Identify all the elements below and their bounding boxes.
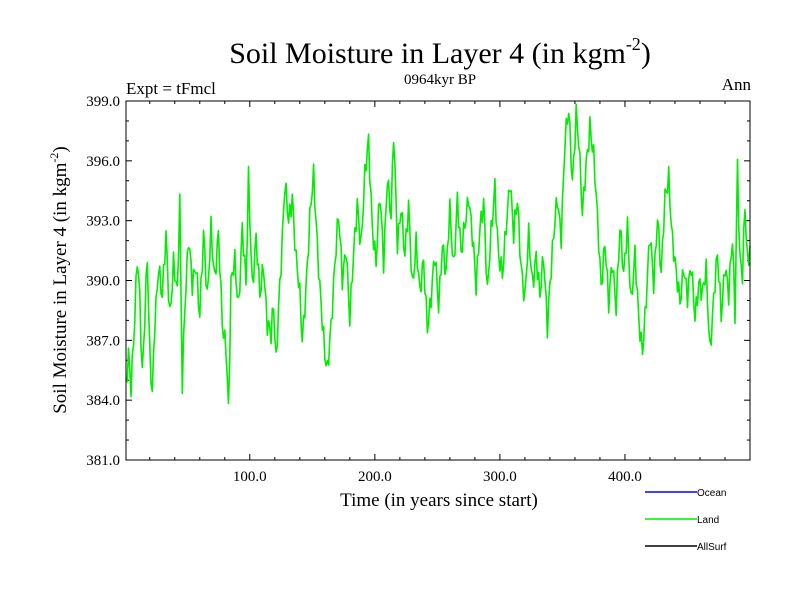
x-tick-label: 100.0	[233, 469, 267, 485]
chart-title: Soil Moisture in Layer 4 (in kgm-2)	[229, 34, 651, 70]
y-tick-label: 387.0	[86, 333, 120, 349]
x-ticks: 100.0 200.0 300.0 400.0	[149, 101, 726, 485]
legend-item-ocean: Ocean	[645, 488, 726, 499]
x-axis-label: Time (in years since start)	[340, 490, 538, 511]
y-tick-label: 384.0	[86, 393, 120, 409]
legend: Ocean Land AllSurf	[645, 488, 727, 553]
x-tick-label: 400.0	[608, 469, 642, 485]
y-axis-label: Soil Moisture in Layer 4 (in kgm-2)	[47, 146, 71, 414]
legend-label-ocean: Ocean	[697, 488, 726, 499]
x-tick-label: 300.0	[483, 469, 517, 485]
y-tick-label: 396.0	[86, 154, 120, 170]
legend-item-land: Land	[645, 515, 719, 526]
legend-label-allsurf: AllSurf	[697, 542, 727, 553]
y-tick-label: 381.0	[86, 453, 120, 469]
series-line-land	[125, 103, 751, 405]
y-ticks: 381.0 384.0 387.0 390.0 393.0 396.0 399.0	[86, 94, 750, 469]
legend-item-allsurf: AllSurf	[645, 542, 727, 553]
plot-frame	[125, 100, 751, 461]
legend-label-land: Land	[697, 515, 719, 526]
chart-subtitle: 0964kyr BP	[404, 72, 476, 88]
y-tick-label: 390.0	[86, 274, 120, 290]
series-layer	[125, 103, 751, 405]
experiment-label: Expt = tFmcl	[126, 79, 216, 98]
y-tick-label: 399.0	[86, 94, 120, 110]
y-tick-label: 393.0	[86, 214, 120, 230]
season-label: Ann	[722, 75, 752, 94]
x-tick-label: 200.0	[358, 469, 392, 485]
